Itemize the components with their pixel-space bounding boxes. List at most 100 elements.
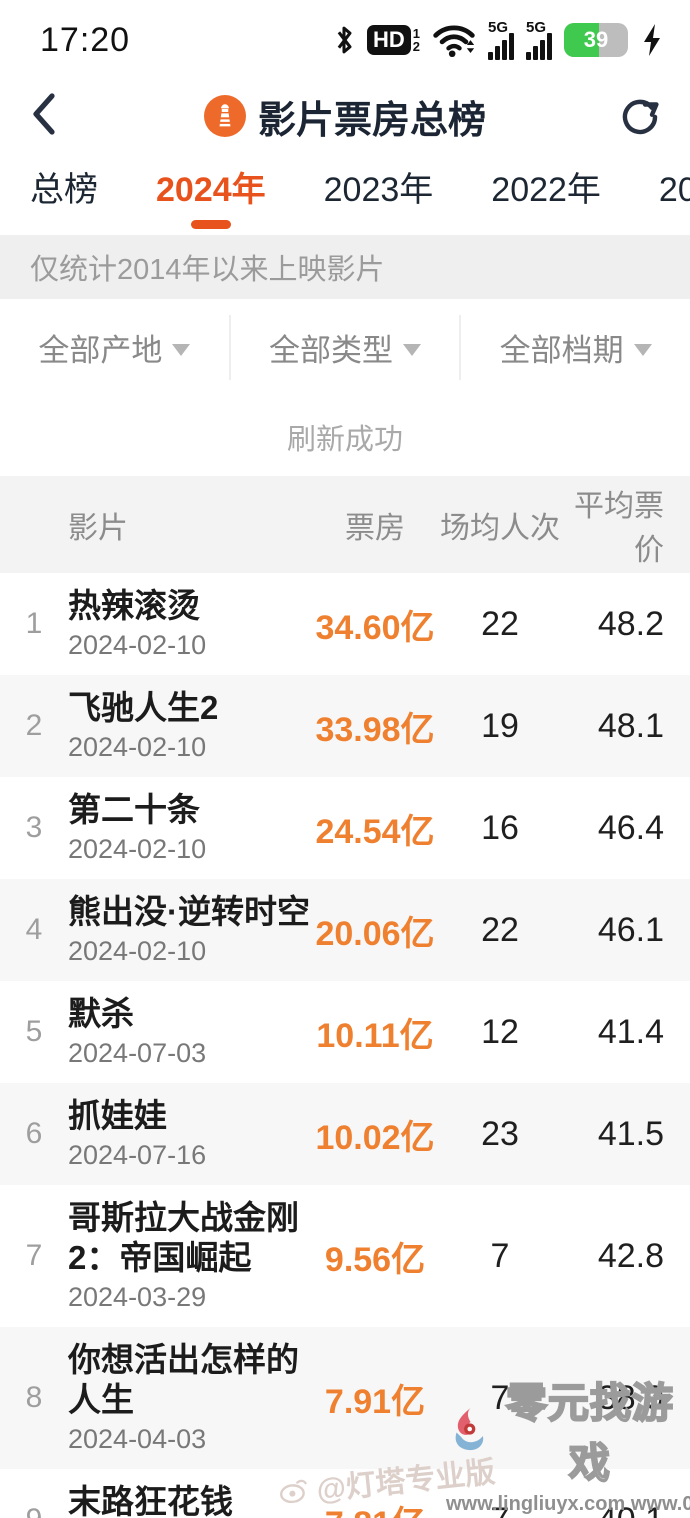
release-date: 2024-02-10	[68, 834, 207, 864]
attendance-value: 16	[481, 808, 519, 847]
attendance-value: 12	[481, 1012, 519, 1051]
box-office-value: 7.81亿	[310, 1496, 440, 1518]
box-office-value: 33.98亿	[315, 710, 435, 749]
table-row[interactable]: 2 飞驰人生2 2024-02-10 33.98亿 19 48.1	[0, 675, 690, 777]
table-row[interactable]: 7 哥斯拉大战金刚2：帝国崛起 2024-03-29 9.56亿 7 42.8	[0, 1185, 690, 1327]
table-header: 影片 票房 场均人次 平均票价	[0, 476, 690, 573]
movie-cell: 热辣滚烫 2024-02-10	[68, 586, 310, 662]
site-name-text: 零元找游戏	[505, 1379, 674, 1487]
signal-5g-icon-1: 5G	[488, 19, 514, 60]
release-date: 2024-02-10	[68, 732, 207, 762]
col-header-attendance: 场均人次	[440, 511, 560, 545]
attendance-value: 22	[481, 604, 519, 643]
rank-number: 9	[0, 1503, 68, 1518]
rank-number: 7	[25, 1239, 43, 1272]
rank-number: 3	[25, 811, 43, 844]
tab-2023[interactable]: 2023年	[323, 171, 434, 209]
page-title: 影片票房总榜	[257, 99, 486, 142]
box-office-value: 24.54亿	[315, 812, 435, 851]
rank-number: 5	[25, 1015, 43, 1048]
release-date: 2024-04-03	[68, 1424, 207, 1454]
tab-all[interactable]: 总榜	[30, 171, 98, 209]
chevron-down-icon	[633, 343, 652, 356]
avg-price-value: 48.1	[597, 706, 664, 745]
col-header-boxoffice: 票房	[345, 511, 405, 545]
filter-genre-label: 全部类型	[269, 333, 393, 368]
wifi-icon	[432, 22, 476, 58]
box-office-value: 10.02亿	[315, 1118, 435, 1157]
box-office-value: 9.56亿	[324, 1240, 426, 1279]
movie-cell: 你想活出怎样的人生 2024-04-03	[68, 1340, 310, 1456]
movie-title: 飞驰人生2	[68, 689, 219, 726]
tab-2024[interactable]: 2024年	[156, 162, 266, 217]
movie-title: 第二十条	[68, 791, 200, 828]
table-row[interactable]: 9 末路狂花钱 2024-05-01 7.81亿 7 40.1	[0, 1469, 690, 1518]
attendance-value: 19	[481, 706, 519, 745]
table-row[interactable]: 5 默杀 2024-07-03 10.11亿 12 41.4	[0, 981, 690, 1083]
avg-price-value: 48.2	[597, 604, 664, 643]
refresh-success-toast: 刷新成功	[286, 424, 403, 456]
attendance-value: 22	[481, 910, 519, 949]
col-header-movie: 影片	[68, 511, 128, 545]
battery-indicator: 39	[564, 23, 628, 57]
movie-title: 默杀	[68, 995, 134, 1032]
movie-cell: 抓娃娃 2024-07-16	[68, 1096, 310, 1172]
attendance-value: 23	[481, 1114, 519, 1153]
lighthouse-app-icon	[203, 95, 246, 137]
movie-cell: 第二十条 2024-02-10	[68, 790, 310, 866]
notice-bar: 仅统计2014年以来上映影片	[0, 235, 690, 299]
table-row[interactable]: 3 第二十条 2024-02-10 24.54亿 16 46.4	[0, 777, 690, 879]
filter-row: 全部产地 全部类型 全部档期	[0, 299, 690, 390]
page-header: 影片票房总榜	[0, 80, 690, 152]
bluetooth-icon	[333, 23, 355, 57]
tab-2021[interactable]: 2021年	[658, 171, 690, 209]
movie-title: 熊出没·逆转时空	[68, 893, 310, 930]
filter-genre[interactable]: 全部类型	[228, 315, 460, 380]
avg-price-value: 38.9	[597, 1378, 664, 1417]
avg-price-value: 40.1	[560, 1501, 690, 1518]
release-date: 2024-07-16	[68, 1140, 207, 1170]
avg-price-value: 46.4	[597, 808, 664, 847]
rank-number: 8	[25, 1381, 43, 1414]
attendance-value: 7	[490, 1236, 510, 1275]
refresh-button[interactable]	[602, 94, 662, 138]
table-body: 1 热辣滚烫 2024-02-10 34.60亿 22 48.2 2 飞驰人生2…	[0, 573, 690, 1518]
box-office-value: 34.60亿	[315, 608, 435, 647]
rank-number: 6	[25, 1117, 43, 1150]
weibo-icon	[279, 1479, 307, 1504]
movie-title: 热辣滚烫	[68, 587, 200, 624]
movie-title: 你想活出怎样的人生	[68, 1341, 299, 1418]
release-date: 2024-03-29	[68, 1282, 207, 1312]
table-row[interactable]: 4 熊出没·逆转时空 2024-02-10 20.06亿 22 46.1	[0, 879, 690, 981]
avg-price-value: 42.8	[597, 1236, 664, 1275]
charging-icon	[640, 22, 664, 58]
weibo-watermark: @灯塔专业版	[276, 1447, 497, 1513]
attendance-value: 7	[490, 1378, 510, 1417]
table-row[interactable]: 8 你想活出怎样的人生 2024-04-03 7.91亿 7 38.9	[0, 1327, 690, 1469]
movie-title: 哥斯拉大战金刚2：帝国崛起	[68, 1199, 299, 1276]
release-date: 2024-02-10	[68, 936, 207, 966]
movie-cell: 熊出没·逆转时空 2024-02-10	[68, 892, 310, 968]
avg-price-value: 41.5	[597, 1114, 664, 1153]
rank-number: 4	[25, 913, 43, 946]
avg-price-value: 46.1	[597, 910, 664, 949]
chevron-down-icon	[172, 343, 191, 356]
tab-2022[interactable]: 2022年	[491, 171, 601, 209]
box-office-value: 7.91亿	[324, 1382, 426, 1421]
attendance-value: 7	[440, 1501, 560, 1518]
rank-number: 2	[25, 709, 43, 742]
filter-region[interactable]: 全部产地	[0, 315, 229, 380]
movie-cell: 末路狂花钱 2024-05-01	[68, 1482, 310, 1518]
filter-period[interactable]: 全部档期	[459, 315, 690, 380]
site-watermark: 零元找游戏 www.lingliuyx.com www.06zyx.com	[446, 1369, 690, 1516]
release-date: 2024-02-10	[68, 630, 207, 660]
back-button[interactable]	[28, 92, 88, 141]
movie-cell: 默杀 2024-07-03	[68, 994, 310, 1070]
col-header-price: 平均票价	[574, 489, 664, 567]
table-row[interactable]: 6 抓娃娃 2024-07-16 10.02亿 23 41.5	[0, 1083, 690, 1185]
table-row[interactable]: 1 热辣滚烫 2024-02-10 34.60亿 22 48.2	[0, 573, 690, 675]
